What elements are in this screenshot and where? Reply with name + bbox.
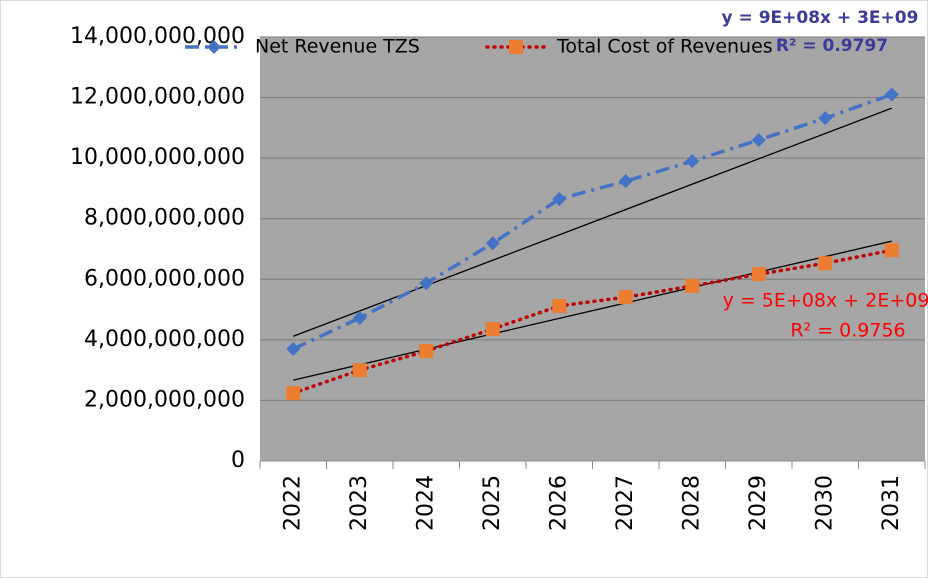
data-point [618, 174, 633, 189]
data-point [818, 256, 833, 271]
y-tick-label: 4,000,000,000 [84, 327, 245, 352]
data-point [352, 363, 367, 378]
data-point [552, 298, 567, 313]
legend-marker [207, 40, 221, 54]
data-point [485, 321, 500, 336]
plot-background [260, 37, 925, 461]
trendline-equation: y = 9E+08x + 3E+09 [722, 8, 919, 28]
y-tick-label: 6,000,000,000 [84, 266, 245, 291]
x-tick-label: 2031 [879, 475, 904, 531]
y-tick-label: 0 [231, 448, 245, 473]
data-point [685, 278, 700, 293]
series-line [291, 248, 894, 395]
data-point [419, 344, 434, 359]
series-line [292, 92, 893, 351]
data-point [751, 267, 766, 282]
data-point [618, 290, 633, 305]
data-point [485, 236, 500, 251]
trendline-r-squared: R² = 0.9797 [776, 36, 888, 56]
x-tick-label: 2028 [679, 475, 704, 531]
data-point [685, 154, 700, 169]
x-tick-label: 2027 [613, 475, 638, 531]
y-tick-label: 10,000,000,000 [70, 145, 245, 170]
x-tick-label: 2030 [812, 475, 837, 531]
trendline-r-squared: R² = 0.9756 [790, 320, 905, 342]
y-tick-label: 12,000,000,000 [70, 85, 245, 110]
trendline [293, 240, 892, 381]
x-tick-label: 2024 [413, 475, 438, 531]
data-point [419, 276, 434, 291]
data-point [751, 132, 766, 147]
data-point [352, 311, 367, 326]
y-tick-label: 8,000,000,000 [84, 206, 245, 231]
legend-label: Net Revenue TZS [255, 36, 420, 58]
data-point [818, 111, 833, 126]
y-tick-label: 2,000,000,000 [84, 387, 245, 412]
x-tick-label: 2025 [480, 475, 505, 531]
data-point [884, 87, 899, 102]
data-point [552, 192, 567, 207]
trendline [293, 107, 892, 337]
x-tick-label: 2023 [347, 475, 372, 531]
legend-label: Total Cost of Revenues [556, 36, 773, 58]
data-point [286, 341, 301, 356]
data-point [884, 243, 899, 258]
legend-marker [509, 40, 523, 54]
x-tick-label: 2022 [280, 475, 305, 531]
x-tick-label: 2029 [746, 475, 771, 531]
trendline-equation: y = 5E+08x + 2E+09 [723, 290, 928, 312]
x-tick-label: 2026 [546, 475, 571, 531]
data-point [286, 386, 301, 401]
